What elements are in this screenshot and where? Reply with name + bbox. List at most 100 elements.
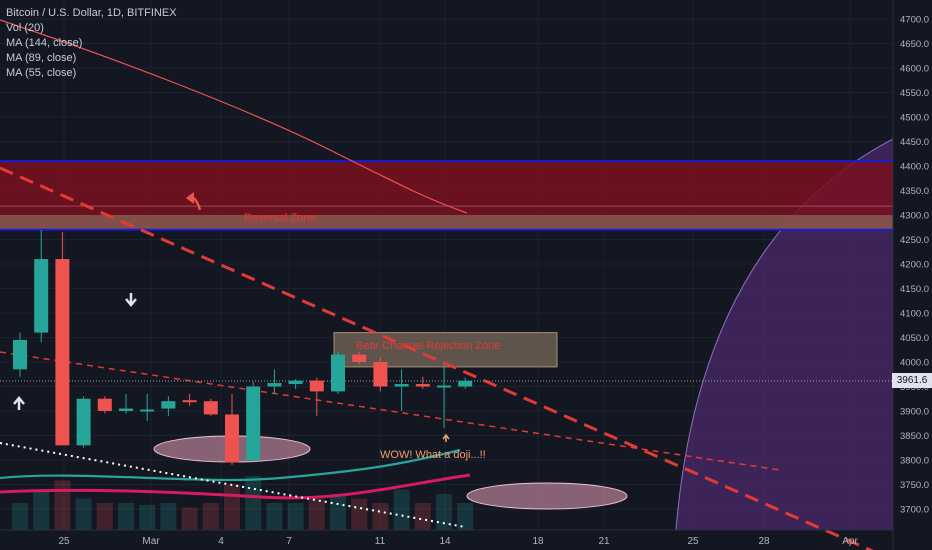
volume-bar <box>160 503 177 530</box>
price-tick-label: 4600.0 <box>900 64 929 75</box>
volume-bar <box>202 503 219 530</box>
current-price-tag: 3961.6 <box>892 373 932 388</box>
wow-doji-label: WOW! What a doji...!! <box>380 449 486 461</box>
candle-body <box>331 354 345 392</box>
volume-bar <box>414 503 431 530</box>
price-axis[interactable]: 3700.03750.03800.03850.03900.03950.04000… <box>892 0 932 550</box>
curved-arrow-head-icon <box>186 192 194 204</box>
price-tick-label: 4550.0 <box>900 88 929 99</box>
time-tick-label: 25 <box>687 536 699 547</box>
candle-body <box>437 385 451 388</box>
cycle-arc <box>675 138 894 531</box>
legend-ma-55[interactable]: MA (55, close) <box>6 67 77 79</box>
time-tick-label: 18 <box>532 536 544 547</box>
time-axis[interactable]: 25 Mar 4 7 11 14 18 21 25 28 Apr <box>0 529 893 547</box>
candle-body <box>97 398 112 411</box>
price-tick-label: 4100.0 <box>900 309 929 320</box>
doji-arrow-icon <box>442 433 450 442</box>
candle-body <box>140 409 155 412</box>
legend-ma-144[interactable]: MA (144, close) <box>6 37 83 49</box>
volume-bar <box>96 503 113 530</box>
ma-144-line <box>0 19 468 214</box>
candle-body <box>458 380 473 387</box>
time-tick-label: Mar <box>142 536 160 547</box>
candle-body <box>309 380 324 392</box>
candle-body <box>288 380 303 385</box>
bear-trendline-upper <box>0 166 874 550</box>
time-tick-label: Apr <box>842 536 858 547</box>
time-tick-label: 21 <box>598 536 610 547</box>
volume-bar <box>139 504 156 530</box>
price-tick-label: 3800.0 <box>900 456 929 467</box>
volume-bar <box>457 503 474 530</box>
time-tick-label: 28 <box>758 536 770 547</box>
price-tick-label: 4150.0 <box>900 284 929 295</box>
volume-bar <box>118 503 134 530</box>
chart-legend: Bitcoin / U.S. Dollar, 1D, BITFINEX Vol … <box>6 6 177 81</box>
reversal-zone-band <box>0 215 893 230</box>
price-tick-label: 4500.0 <box>900 113 929 124</box>
ma-89-line <box>0 448 461 481</box>
price-tick-label: 4200.0 <box>900 260 929 271</box>
candle-body <box>415 384 430 387</box>
time-tick-label: 25 <box>58 536 70 547</box>
volume-bar <box>372 503 389 530</box>
candle-body <box>161 401 176 409</box>
candle-body <box>225 414 239 463</box>
price-tick-label: 4450.0 <box>900 137 929 148</box>
volume-bar <box>12 503 28 530</box>
volume-bar <box>33 489 50 530</box>
volume-bar <box>308 498 325 530</box>
candles <box>13 229 473 465</box>
price-tick-label: 4050.0 <box>900 333 929 344</box>
legend-volume[interactable]: Vol (20) <box>6 22 44 34</box>
price-tick-label: 4300.0 <box>900 211 929 222</box>
candle-body <box>34 259 49 333</box>
price-tick-label: 4350.0 <box>900 186 929 197</box>
price-tick-label: 3900.0 <box>900 407 929 418</box>
volume-bar <box>75 498 92 530</box>
candle-body <box>246 386 261 460</box>
price-tick-label: 3850.0 <box>900 431 929 442</box>
reversal-zone-label: Reversal Zone <box>244 212 316 224</box>
price-tick-label: 3750.0 <box>900 480 929 491</box>
up-arrow-icon <box>13 396 25 410</box>
axis-bg <box>893 0 932 550</box>
candle-body <box>13 339 27 370</box>
support-dotted-line <box>0 442 466 528</box>
candle-body <box>55 259 70 446</box>
legend-ma-89[interactable]: MA (89, close) <box>6 52 77 64</box>
time-tick-label: 7 <box>286 536 292 547</box>
bear-zone-box <box>333 332 558 368</box>
volume-bar <box>54 480 71 530</box>
candle-body <box>373 362 388 387</box>
volume-bar <box>393 489 410 530</box>
volume-bar <box>351 498 368 530</box>
volume-bar <box>181 507 198 530</box>
volume-bar <box>224 485 240 530</box>
volume-bar <box>436 494 452 530</box>
price-tick-label: 4250.0 <box>900 235 929 246</box>
bear-zone-label: Bear Channel Rejection Zone <box>356 340 500 352</box>
legend-symbol[interactable]: Bitcoin / U.S. Dollar, 1D, BITFINEX <box>6 7 177 19</box>
time-tick-label: 4 <box>218 536 224 547</box>
volume-bar <box>287 503 304 530</box>
candle-body <box>119 408 133 411</box>
candle-body <box>267 383 282 387</box>
volume-bar <box>266 503 283 530</box>
price-tick-label: 4650.0 <box>900 39 929 50</box>
candle-body <box>394 384 409 387</box>
volume-bar <box>245 476 262 530</box>
down-arrow-icon <box>125 293 137 307</box>
candle-body <box>182 400 197 403</box>
candle-body <box>352 354 367 362</box>
annotations: Reversal Zone Bear Channel Rejection Zone… <box>13 192 500 461</box>
price-tick-label: 4400.0 <box>900 162 929 173</box>
price-tick-label: 4000.0 <box>900 358 929 369</box>
ma-55-line <box>0 473 471 500</box>
drawings <box>0 19 893 550</box>
time-tick-label: 14 <box>439 536 451 547</box>
candle-body <box>203 401 218 415</box>
candle-body <box>76 398 91 446</box>
